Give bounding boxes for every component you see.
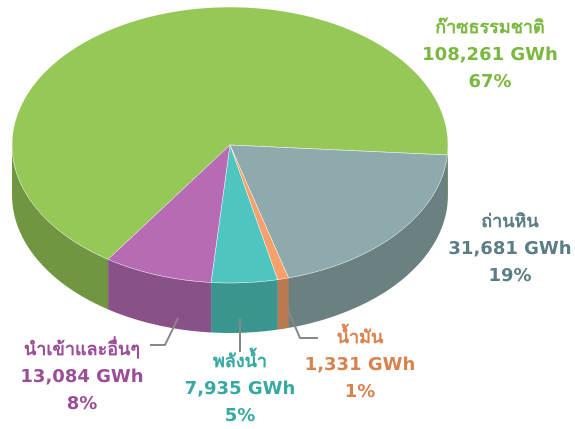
category-label: ก๊าซธรรมชาติ [435,17,544,38]
value-label: 1,331 GWh [305,354,416,375]
category-label: ถ่านหิน [481,211,539,232]
value-label: 31,681 GWh [448,238,571,259]
percentage-label: 5% [225,405,256,426]
percentage-label: 1% [345,381,376,402]
percentage-label: 19% [488,265,531,286]
category-label: น้ำมัน [337,323,384,348]
percentage-label: 8% [67,393,98,414]
pie-slice [210,144,278,284]
pie-side [12,145,109,310]
value-label: 7,935 GWh [185,378,296,399]
pie-side [211,279,278,333]
percentage-label: 67% [468,71,511,92]
value-label: 108,261 GWh [422,44,558,65]
pie-slice [107,144,231,283]
leader-line [150,317,179,346]
pie-side [277,277,289,330]
pie-side [108,259,212,333]
category-label: นำเข้าและอื่นๆ [24,336,140,360]
leader-line [287,309,318,339]
labels: ก๊าซธรรมชาติ 108,261 GWh 67% ถ่านหิน 31,681 … [20,17,571,426]
pie [11,6,449,333]
value-label: 13,084 GWh [20,366,143,387]
pie-slice [229,144,448,279]
pie-side [288,154,448,328]
category-label: พลังน้ำ [213,347,267,372]
pie-side [447,145,448,205]
pie-slice [11,6,449,260]
